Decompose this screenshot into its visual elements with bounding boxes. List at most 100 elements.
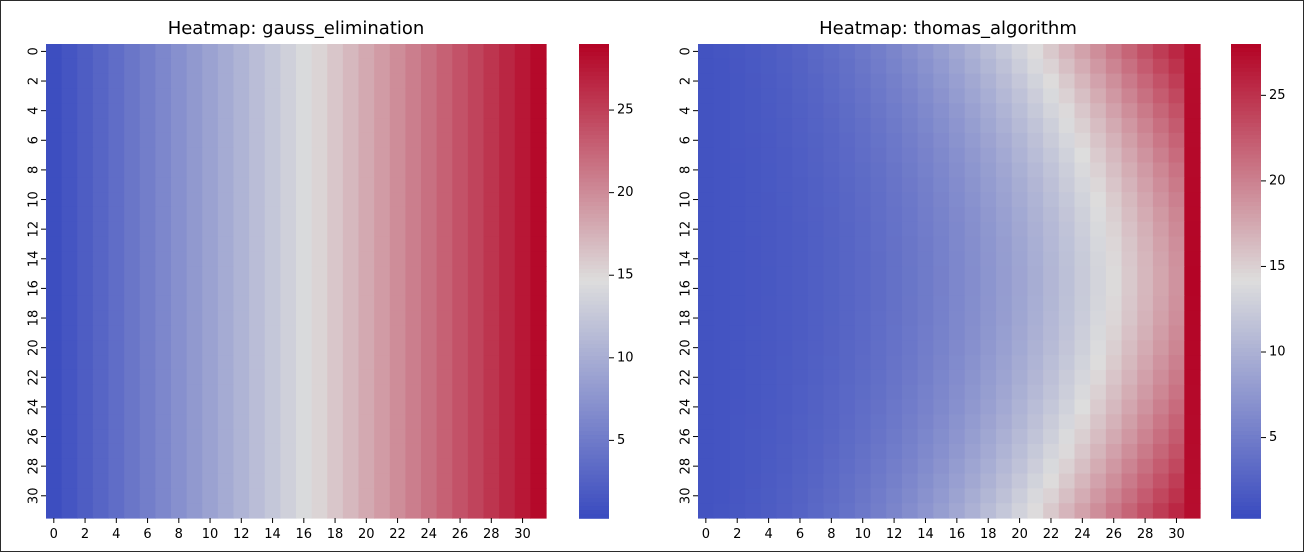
heatmap-cell [139,132,156,149]
heatmap-cell [46,162,63,178]
heatmap-cell [389,147,406,164]
heatmap-cell [296,251,313,267]
heatmap-cell [217,162,235,178]
heatmap-cell [760,44,778,60]
heatmap-cell [280,429,297,445]
heatmap-cell [217,73,235,90]
heatmap-cell [933,443,950,460]
heatmap-cell [1043,340,1060,356]
heatmap-cell [1027,118,1044,134]
heatmap-cell [1058,355,1076,371]
heatmap-cell [964,384,981,401]
heatmap-cell [46,206,63,223]
heatmap-cell [1090,414,1107,430]
heatmap-cell [1184,281,1201,297]
heatmap-cell [1011,44,1029,60]
heatmap-cell [870,221,887,238]
heatmap-cell [483,147,500,164]
heatmap-cell [358,340,375,356]
heatmap-cell [823,355,840,371]
heatmap-cell [530,44,547,60]
colorbar-segment [579,257,609,263]
heatmap-cell [917,369,934,386]
heatmap-cell [1011,399,1029,415]
heatmap-cell [1184,58,1201,75]
heatmap-cell [483,192,500,208]
heatmap-cell [1043,355,1060,371]
heatmap-cell [1074,369,1091,386]
heatmap-cell [358,355,375,371]
colorbar-segment [1231,63,1261,69]
heatmap-cell [405,44,422,60]
colorbar-segment [579,253,609,259]
heatmap-cell [1137,236,1154,252]
heatmap-cell [1184,147,1201,164]
heatmap-cell [1074,295,1091,312]
heatmap-cell [124,177,141,193]
heatmap-cell [901,443,919,460]
heatmap-cell [280,103,297,119]
heatmap-cell [499,443,516,460]
heatmap-cell [217,473,235,489]
heatmap-cell [139,355,156,371]
heatmap-cell [139,73,156,90]
heatmap-cell [452,58,469,75]
heatmap-cell [1090,103,1107,119]
heatmap-cell [61,147,78,164]
heatmap-cell [514,443,531,460]
heatmap-cell [311,503,328,519]
heatmap-cell [823,192,840,208]
heatmap-cell [311,221,328,238]
heatmap-cell [807,458,825,475]
heatmap-cell [124,458,141,475]
heatmap-cell [139,88,156,104]
heatmap-cell [61,58,78,75]
heatmap-cell [917,488,934,504]
heatmap-cell [249,73,266,90]
heatmap-cell [108,147,125,164]
heatmap-cell [61,44,78,60]
heatmap-cell [1152,340,1170,356]
heatmap-cell [1121,58,1138,75]
heatmap-cell [264,58,281,75]
heatmap-cell [1090,88,1107,104]
heatmap-cell [436,132,453,149]
heatmap-cell [108,503,125,519]
colorbar-segment [579,320,609,326]
heatmap-cell [792,443,809,460]
heatmap-cell [358,44,375,60]
heatmap-cell [933,73,950,90]
heatmap-cell [1152,384,1170,401]
heatmap-cell [483,295,500,312]
heatmap-cell [499,118,516,134]
heatmap-cell [514,88,531,104]
heatmap-cell [698,58,715,75]
heatmap-cell [327,295,344,312]
y-tick-label: 22 [27,369,42,386]
heatmap-cell [108,73,125,90]
heatmap-cell [839,443,856,460]
heatmap-cell [217,192,235,208]
heatmap-cell [171,192,188,208]
heatmap-cell [421,503,438,519]
heatmap-cell [870,162,887,178]
heatmap-cell [155,384,172,401]
heatmap-cell [327,147,344,164]
heatmap-cell [823,295,840,312]
heatmap-cell [792,384,809,401]
heatmap-cell [124,73,141,90]
heatmap-cell [452,369,469,386]
heatmap-cell [436,488,453,504]
heatmap-cell [452,414,469,430]
heatmap-cell [202,458,219,475]
heatmap-cell [61,503,78,519]
heatmap-cell [530,88,547,104]
heatmap-cell [77,266,94,282]
heatmap-cell [327,310,344,327]
heatmap-cell [217,206,235,223]
heatmap-cell [729,221,746,238]
heatmap-cell [760,473,778,489]
colorbar-segment [1231,340,1261,345]
heatmap-cell [1184,340,1201,356]
heatmap-cell [249,399,266,415]
